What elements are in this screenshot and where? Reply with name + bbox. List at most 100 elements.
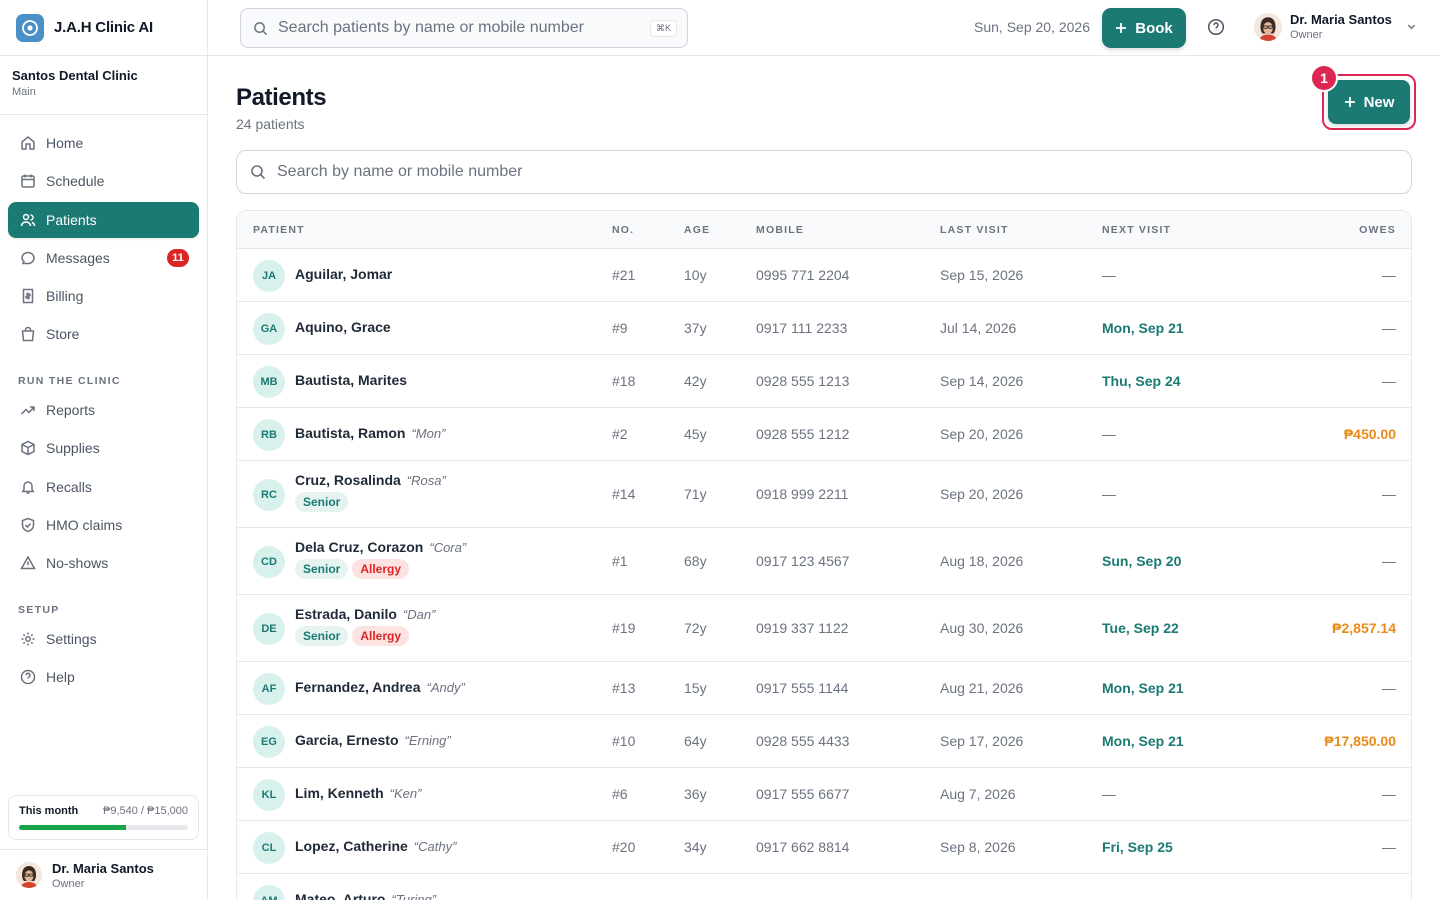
app-logo[interactable]: J.A.H Clinic AI: [0, 0, 207, 56]
table-row[interactable]: CD Dela Cruz, Corazon “Cora” Senior Allergy #…: [237, 528, 1411, 595]
patient-name[interactable]: Fernandez, Andrea: [295, 678, 421, 695]
patient-name[interactable]: Bautista, Marites: [295, 371, 408, 388]
main-content: Patients 24 patients New 1 Search by nam…: [208, 56, 1440, 900]
help-icon[interactable]: [1207, 18, 1225, 41]
patient-name-cell[interactable]: Cruz, Rosalinda “Rosa” Senior: [295, 472, 446, 512]
col-age[interactable]: AGE: [684, 224, 711, 236]
table-row[interactable]: DE Estrada, Danilo “Dan” Senior Allergy #19 72…: [237, 595, 1411, 662]
patient-name[interactable]: Mateo, Arturo: [295, 890, 386, 900]
table-row[interactable]: RB Bautista, Ramon “Mon” #2 45y 0928 555 1212…: [237, 408, 1411, 461]
patient-nickname: “Turing”: [391, 891, 437, 900]
patient-name-cell[interactable]: Bautista, Ramon “Mon”: [295, 425, 445, 441]
message-icon: [19, 249, 37, 267]
next-visit: —: [1102, 425, 1116, 442]
patient-age: 10y: [684, 266, 707, 283]
nav-reports[interactable]: Reports: [8, 392, 199, 428]
table-row[interactable]: EG Garcia, Ernesto “Erning” #10 64y 0928 555 …: [237, 715, 1411, 768]
patient-name[interactable]: Lopez, Catherine: [295, 837, 408, 854]
patient-name-cell[interactable]: Garcia, Ernesto “Erning”: [295, 732, 451, 748]
last-visit: Sep 14, 2026: [940, 372, 1024, 389]
patient-nickname: “Dan”: [402, 607, 436, 622]
table-row[interactable]: KL Lim, Kenneth “Ken” #6 36y 0917 555 6677 Aug…: [237, 768, 1411, 821]
patient-name-cell[interactable]: Bautista, Marites: [295, 372, 407, 388]
col-last-visit[interactable]: LAST VISIT: [940, 224, 1009, 236]
patient-name[interactable]: Bautista, Ramon: [295, 424, 406, 441]
patient-name[interactable]: Lim, Kenneth: [295, 784, 384, 801]
owes-amount: —: [1382, 679, 1396, 696]
patient-name-cell[interactable]: Lopez, Catherine “Cathy”: [295, 838, 456, 854]
nav-messages[interactable]: Messages 11: [8, 240, 199, 276]
last-visit: Sep 17, 2026: [940, 732, 1024, 749]
col-owes[interactable]: OWES: [1359, 224, 1396, 236]
nav-help[interactable]: Help: [8, 659, 199, 695]
nav-store[interactable]: Store: [8, 316, 199, 352]
search-icon: [250, 164, 266, 180]
patient-initials-avatar: KL: [253, 778, 285, 811]
nav-supplies[interactable]: Supplies: [8, 430, 199, 466]
table-row[interactable]: CL Lopez, Catherine “Cathy” #20 34y 0917 662 …: [237, 821, 1411, 874]
patient-search-input[interactable]: Search by name or mobile number: [236, 150, 1412, 194]
user-menu[interactable]: Dr. Maria Santos Owner: [1254, 12, 1417, 41]
nav-noshows-label: No-shows: [46, 555, 109, 571]
next-visit: —: [1102, 485, 1116, 502]
nav-hmo-claims[interactable]: HMO claims: [8, 507, 199, 543]
patient-mobile: 0919 337 1122: [756, 619, 849, 636]
nav-billing[interactable]: Billing: [8, 278, 199, 314]
patient-name-cell[interactable]: Fernandez, Andrea “Andy”: [295, 679, 465, 695]
col-next-visit[interactable]: NEXT VISIT: [1102, 224, 1172, 236]
receipt-icon: [19, 287, 37, 305]
patient-name[interactable]: Estrada, Danilo: [295, 606, 397, 622]
patient-name[interactable]: Aguilar, Jomar: [295, 265, 393, 282]
nav-home[interactable]: Home: [8, 125, 199, 161]
col-no[interactable]: NO.: [612, 224, 635, 236]
patient-mobile: 0995 771 2204: [756, 266, 850, 283]
table-row[interactable]: JA Aguilar, Jomar #21 10y 0995 771 2204 Sep 1…: [237, 249, 1411, 302]
new-patient-button[interactable]: New: [1328, 80, 1410, 124]
patient-name-cell[interactable]: Estrada, Danilo “Dan” Senior Allergy: [295, 606, 435, 646]
table-row[interactable]: GA Aquino, Grace #9 37y 0917 111 2233 Jul 14,…: [237, 302, 1411, 355]
month-progress-fill: [19, 825, 127, 830]
monthly-goal-card[interactable]: This month ₱9,540 / ₱15,000: [8, 795, 199, 840]
table-row[interactable]: AF Fernandez, Andrea “Andy” #13 15y 0917 555 …: [237, 662, 1411, 715]
patient-nickname: “Cora”: [429, 540, 467, 555]
nav-patients[interactable]: Patients: [8, 202, 199, 238]
table-row[interactable]: MB Bautista, Marites #18 42y 0928 555 1213 Se…: [237, 355, 1411, 408]
nav-schedule[interactable]: Schedule: [8, 163, 199, 199]
patient-nickname: “Mon”: [411, 425, 446, 441]
patient-mobile: 0917 111 2233: [756, 319, 848, 336]
patient-name-cell[interactable]: Aguilar, Jomar: [295, 266, 392, 282]
nav-settings[interactable]: Settings: [8, 621, 199, 657]
global-search-input[interactable]: Search patients by name or mobile number…: [240, 8, 688, 48]
table-row[interactable]: AM Mateo, Arturo “Turing”: [237, 874, 1411, 900]
patient-name-cell[interactable]: Mateo, Arturo “Turing”: [295, 891, 436, 900]
nav-hmo-label: HMO claims: [46, 517, 123, 533]
patient-name[interactable]: Dela Cruz, Corazon: [295, 539, 424, 555]
tooth-logo-icon: [16, 13, 44, 42]
nav-no-shows[interactable]: No-shows: [8, 545, 199, 581]
col-mobile[interactable]: MOBILE: [756, 224, 805, 236]
patient-name-cell[interactable]: Dela Cruz, Corazon “Cora” Senior Allergy: [295, 539, 466, 579]
patient-name[interactable]: Cruz, Rosalinda: [295, 472, 401, 488]
patient-name[interactable]: Garcia, Ernesto: [295, 731, 399, 748]
last-visit: Aug 21, 2026: [940, 679, 1024, 696]
sidebar: J.A.H Clinic AI Santos Dental Clinic Mai…: [0, 0, 208, 900]
patient-count: 24 patients: [236, 116, 305, 132]
patient-name[interactable]: Aquino, Grace: [295, 318, 391, 335]
clinic-switcher[interactable]: Santos Dental Clinic Main: [0, 56, 207, 115]
patient-mobile: 0928 555 1212: [756, 425, 850, 442]
patient-initials-avatar: EG: [253, 725, 285, 758]
patient-age: 42y: [684, 372, 707, 389]
month-label: This month: [19, 805, 79, 817]
nav-recalls[interactable]: Recalls: [8, 469, 199, 505]
book-button[interactable]: Book: [1102, 8, 1186, 48]
senior-tag: Senior: [295, 559, 349, 579]
table-row[interactable]: RC Cruz, Rosalinda “Rosa” Senior #14 71y 0918 …: [237, 461, 1411, 528]
col-patient[interactable]: PATIENT: [253, 224, 305, 236]
patient-name-cell[interactable]: Aquino, Grace: [295, 319, 391, 335]
section-run-the-clinic: RUN THE CLINIC: [18, 375, 121, 387]
patient-mobile: 0917 555 1144: [756, 679, 849, 696]
patient-name-cell[interactable]: Lim, Kenneth “Ken”: [295, 785, 421, 801]
sidebar-user[interactable]: Dr. Maria Santos Owner: [0, 849, 207, 900]
last-visit: Aug 7, 2026: [940, 785, 1016, 802]
topbar: Search patients by name or mobile number…: [208, 0, 1440, 56]
